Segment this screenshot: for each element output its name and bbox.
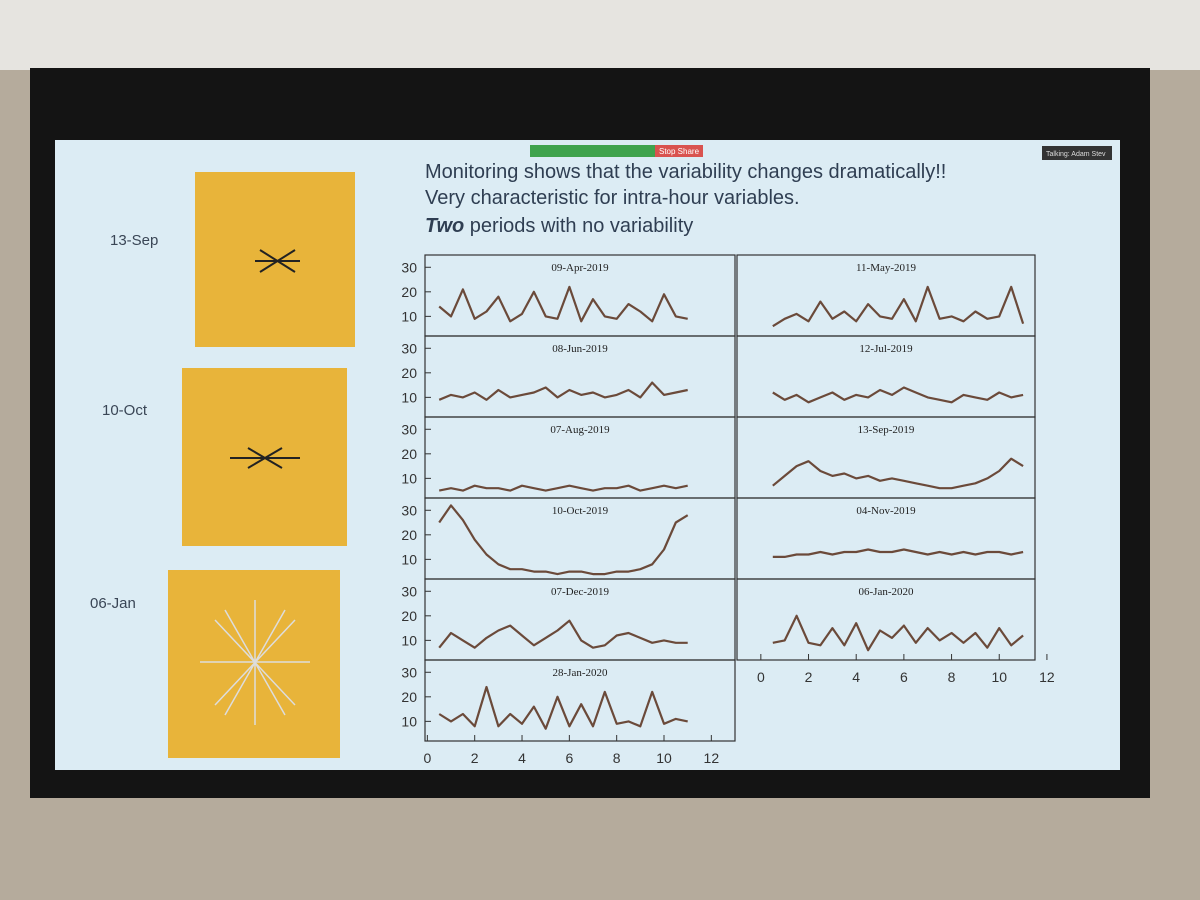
title-line: Monitoring shows that the variability ch… xyxy=(425,161,946,183)
panel-title: 08-Jun-2019 xyxy=(552,343,608,355)
x-tick-label: 0 xyxy=(423,750,431,766)
panel-title: 07-Aug-2019 xyxy=(550,424,610,436)
image-label: 10-Oct xyxy=(102,402,148,419)
image-label: 13-Sep xyxy=(110,232,158,249)
y-tick-label: 10 xyxy=(401,470,417,486)
light-curve xyxy=(772,285,1025,328)
x-tick-label: 4 xyxy=(518,750,526,766)
source xyxy=(255,249,300,273)
y-tick-label: 20 xyxy=(401,446,417,462)
y-tick-label: 20 xyxy=(401,284,417,300)
light-curves: 09-Apr-201910203008-Jun-201910203007-Aug… xyxy=(401,254,1055,766)
panel-title: 04-Nov-2019 xyxy=(856,505,916,517)
y-tick-label: 10 xyxy=(401,389,417,405)
x-tick-label: 4 xyxy=(852,669,860,685)
x-tick-label: 6 xyxy=(565,750,573,766)
panel-frame xyxy=(424,659,736,742)
x-tick-label: 8 xyxy=(613,750,621,766)
y-tick-label: 30 xyxy=(401,259,417,275)
panel-title: 10-Oct-2019 xyxy=(552,505,609,517)
x-tick-label: 2 xyxy=(471,750,479,766)
light-curve xyxy=(772,386,1024,404)
light-curve xyxy=(772,614,1024,652)
y-tick-label: 30 xyxy=(401,664,417,680)
light-curve xyxy=(772,457,1024,490)
x-tick-label: 8 xyxy=(948,669,956,685)
y-tick-label: 20 xyxy=(401,365,417,381)
title-line: Very characteristic for intra-hour varia… xyxy=(425,187,800,209)
panel-title: 11-May-2019 xyxy=(856,262,917,274)
panel-title: 06-Jan-2020 xyxy=(859,586,914,598)
y-tick-label: 20 xyxy=(401,527,417,543)
y-tick-label: 30 xyxy=(401,340,417,356)
light-curve xyxy=(438,484,688,492)
stop-share-button[interactable] xyxy=(655,145,703,157)
panel-title: 12-Jul-2019 xyxy=(859,343,913,355)
x-tick-label: 10 xyxy=(991,669,1007,685)
y-tick-label: 10 xyxy=(401,632,417,648)
ceiling xyxy=(0,0,1200,70)
zoom-bar xyxy=(530,145,655,157)
panel-title: 09-Apr-2019 xyxy=(551,262,609,274)
x-tick-label: 10 xyxy=(656,750,672,766)
x-tick-label: 12 xyxy=(1039,669,1055,685)
source xyxy=(200,600,310,725)
light-curve xyxy=(438,685,688,730)
stop-share[interactable]: Stop Share xyxy=(659,147,700,156)
source xyxy=(230,447,300,469)
light-curve xyxy=(438,504,689,576)
y-tick-label: 30 xyxy=(401,502,417,518)
x-tick-label: 6 xyxy=(900,669,908,685)
y-tick-label: 10 xyxy=(401,713,417,729)
panel-title: 28-Jan-2020 xyxy=(553,667,608,679)
y-tick-label: 10 xyxy=(401,551,417,567)
radio-images xyxy=(168,172,355,758)
y-tick-label: 30 xyxy=(401,583,417,599)
talking-box xyxy=(1042,146,1112,160)
x-tick-label: 12 xyxy=(704,750,720,766)
panel-title: 07-Dec-2019 xyxy=(551,586,610,598)
panel-title: 13-Sep-2019 xyxy=(858,424,915,436)
x-tick-label: 0 xyxy=(757,669,765,685)
talking: Talking: Adam Stev xyxy=(1046,151,1106,158)
x-tick-label: 2 xyxy=(805,669,813,685)
light-curve xyxy=(772,548,1024,558)
title-rest: periods with no variability xyxy=(464,215,693,237)
light-curve xyxy=(438,381,688,401)
image-label: 06-Jan xyxy=(90,595,136,612)
y-tick-label: 10 xyxy=(401,308,417,324)
emphasis: Two xyxy=(425,215,464,237)
panel-frame xyxy=(736,578,1036,661)
light-curve xyxy=(438,619,688,649)
y-tick-label: 20 xyxy=(401,608,417,624)
y-tick-label: 20 xyxy=(401,689,417,705)
light-curve xyxy=(438,285,688,323)
y-tick-label: 30 xyxy=(401,421,417,437)
title-line: Two periods with no variability xyxy=(425,215,693,237)
